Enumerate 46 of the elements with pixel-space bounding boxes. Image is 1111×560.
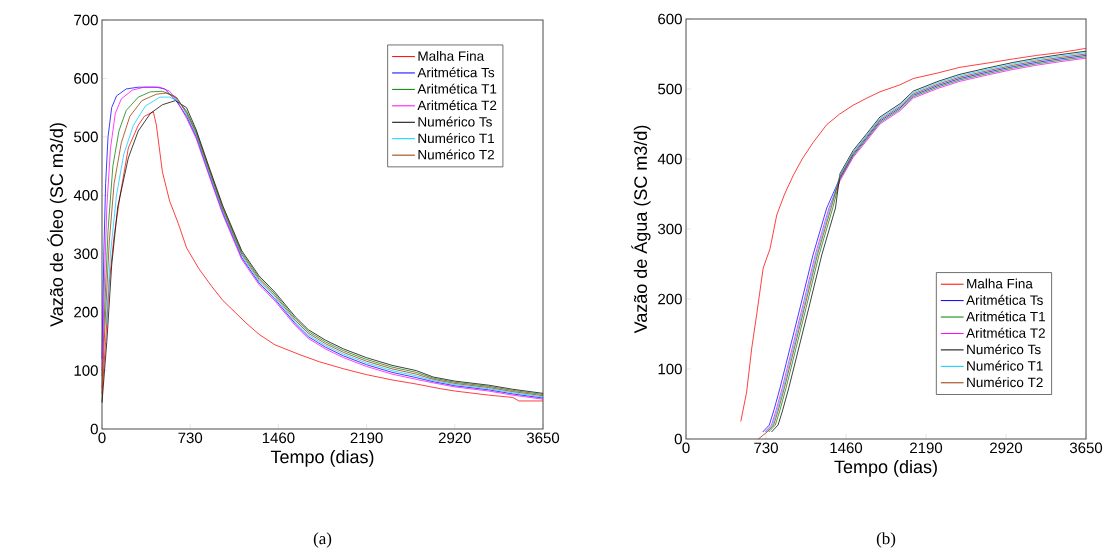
y-tick-label: 300 (74, 248, 98, 260)
x-tick-label: 730 (178, 432, 203, 444)
legend-label: Aritmética Ts (966, 294, 1043, 305)
x-tick-label: 2190 (910, 442, 943, 454)
x-axis-title: Tempo (dias) (270, 450, 374, 467)
x-tick-label: 730 (754, 442, 778, 454)
y-tick-label: 200 (658, 293, 682, 305)
y-tick-label: 0 (90, 423, 98, 435)
legend-label: Malha Fina (967, 278, 1033, 289)
y-tick-label: 300 (658, 223, 682, 235)
x-tick-label: 1460 (830, 442, 863, 454)
legend-label: Aritmética T1 (417, 83, 497, 94)
text: (a) (313, 532, 332, 548)
legend-label: Numérico Ts (418, 116, 492, 127)
y-tick-label: 600 (74, 73, 98, 84)
y-tick-label: 400 (657, 153, 682, 165)
y-tick-label: 700 (74, 14, 98, 26)
legend-label: Malha Fina (418, 50, 485, 61)
y-axis-title: Vazão de Óleo (SC m3/d) (47, 123, 67, 327)
legend-label: Numérico T2 (967, 377, 1043, 388)
x-tick-label: 2190 (350, 432, 383, 444)
x-tick-label: 1460 (262, 432, 295, 444)
x-tick-label: 3650 (526, 432, 560, 444)
legend-label: Aritmética T2 (417, 100, 497, 111)
legend-label: Numérico T2 (418, 149, 494, 160)
x-tick-label: 0 (682, 442, 690, 454)
legend-label: Numérico T1 (967, 360, 1043, 371)
x-tick-label: 0 (98, 432, 106, 444)
legend-label: Aritmética T2 (966, 327, 1045, 338)
y-tick-label: 200 (74, 306, 98, 318)
y-tick-label: 500 (74, 131, 98, 143)
x-tick-label: 2920 (438, 432, 471, 444)
y-axis-title: Vazão de Água (SC m3/d) (631, 125, 651, 334)
x-tick-label: 3650 (1069, 442, 1103, 454)
y-tick-label: 400 (73, 189, 98, 201)
x-tick-label: 2920 (990, 442, 1023, 454)
x-axis-title: Tempo (dias) (834, 460, 937, 477)
y-tick-label: 600 (658, 13, 682, 25)
text: (b) (876, 532, 896, 548)
y-tick-label: 100 (74, 365, 98, 376)
legend-label: Numérico Ts (967, 344, 1041, 355)
y-tick-label: 500 (658, 83, 682, 95)
legend-label: Numérico T1 (418, 132, 494, 144)
legend-label: Aritmética T1 (966, 311, 1045, 322)
y-tick-label: 100 (658, 363, 682, 375)
legend-label: Aritmética Ts (417, 67, 495, 78)
